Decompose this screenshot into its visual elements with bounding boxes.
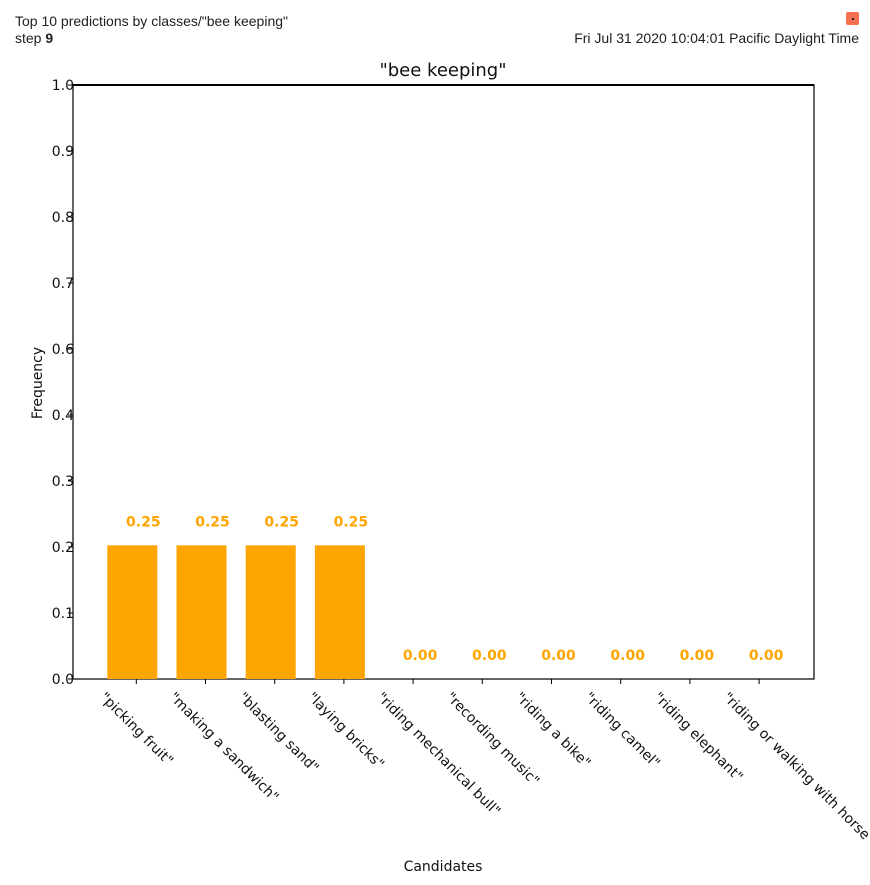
x-tick-label: "riding mechanical bull" xyxy=(373,690,503,820)
timestamp: Fri Jul 31 2020 10:04:01 Pacific Dayligh… xyxy=(574,30,859,46)
y-tick-label: 0.3 xyxy=(52,474,74,490)
bar xyxy=(107,545,158,679)
step-value: 9 xyxy=(45,30,54,46)
bar-value-label: 0.25 xyxy=(334,514,369,530)
y-tick-label: 1.0 xyxy=(52,78,74,94)
bar xyxy=(176,545,227,679)
card-title: Top 10 predictions by classes/"bee keepi… xyxy=(15,13,288,29)
x-tick-label: "riding or walking with horse" xyxy=(719,690,870,848)
x-tick-label: "picking fruit" xyxy=(96,690,176,770)
bar-value-label: 0.00 xyxy=(749,648,784,664)
y-tick-label: 0.9 xyxy=(52,144,74,160)
step-label: step xyxy=(15,30,42,46)
y-tick-label: 0.2 xyxy=(52,540,74,556)
bar-value-label: 0.25 xyxy=(126,514,161,530)
y-tick-label: 0.6 xyxy=(52,342,74,358)
bar-value-label: 0.00 xyxy=(403,648,438,664)
bar-value-label: 0.25 xyxy=(195,514,230,530)
bar-value-label: 0.00 xyxy=(472,648,507,664)
y-tick-label: 0.1 xyxy=(52,606,74,622)
bar-value-label: 0.25 xyxy=(264,514,299,530)
y-tick-label: 0.8 xyxy=(52,210,74,226)
y-tick-label: 0.0 xyxy=(52,672,74,688)
chart-title: "bee keeping" xyxy=(379,60,506,81)
x-axis-label: Candidates xyxy=(404,859,483,875)
bar-value-label: 0.00 xyxy=(610,648,645,664)
y-tick-label: 0.4 xyxy=(52,408,74,424)
bar xyxy=(314,545,365,679)
y-tick-label: 0.7 xyxy=(52,276,74,292)
bar-value-label: 0.00 xyxy=(541,648,576,664)
expand-icon[interactable] xyxy=(846,12,859,25)
step-indicator: step 9 xyxy=(15,30,53,46)
bar xyxy=(245,545,296,679)
y-axis-label: Frequency xyxy=(30,347,46,419)
bar-value-label: 0.00 xyxy=(680,648,715,664)
